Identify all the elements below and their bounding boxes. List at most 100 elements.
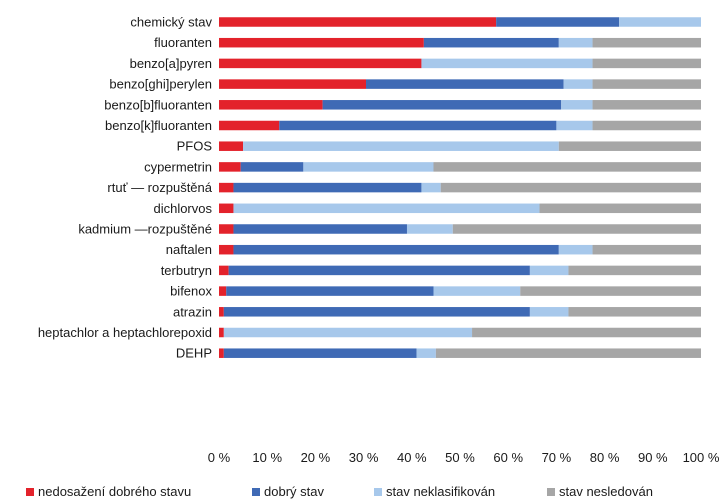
- bar-segment-series-1: [423, 37, 559, 48]
- bar-segment-series-2: [233, 203, 540, 214]
- bar-segment-series-0: [219, 224, 234, 234]
- category-label: benzo[k]fluoranten: [105, 118, 212, 133]
- bar-segment-series-0: [219, 265, 229, 276]
- x-tick-label: 30 %: [349, 450, 379, 465]
- legend-swatch: [26, 488, 34, 496]
- category-label: naftalen: [166, 242, 212, 257]
- category-label: benzo[ghi]perylen: [109, 77, 212, 92]
- bar-segment-series-1: [226, 286, 434, 296]
- category-label: kadmium —rozpuštěné: [78, 222, 212, 237]
- bar-segment-series-0: [219, 141, 244, 151]
- bar-segment-series-0: [219, 182, 234, 193]
- category-label: cypermetrin: [144, 159, 212, 174]
- category-label: fluoranten: [154, 35, 212, 50]
- legend-label: stav nesledován: [559, 484, 653, 499]
- bar-segment-series-3: [452, 224, 701, 234]
- bar-segment-series-1: [366, 79, 564, 89]
- bar-segment-series-0: [219, 120, 280, 131]
- category-label: chemický stav: [130, 15, 212, 30]
- category-label: atrazin: [173, 304, 212, 319]
- category-label: benzo[a]pyren: [130, 56, 212, 71]
- legend-label: dobrý stav: [264, 484, 324, 499]
- bar-segment-series-0: [219, 58, 422, 69]
- x-tick-label: 70 %: [542, 450, 572, 465]
- legend-swatch: [374, 488, 382, 496]
- bar-segment-series-2: [561, 100, 593, 110]
- bar-segment-series-2: [433, 286, 521, 296]
- bar-segment-series-0: [219, 17, 497, 27]
- bar-segment-series-3: [592, 58, 701, 69]
- bar-segment-series-0: [219, 37, 424, 48]
- bar-segment-series-1: [233, 224, 407, 234]
- category-label: DEHP: [176, 346, 212, 361]
- bar-segment-series-2: [563, 79, 593, 89]
- bar-segment-series-3: [472, 327, 701, 338]
- x-tick-label: 90 %: [638, 450, 668, 465]
- x-tick-label: 60 %: [493, 450, 523, 465]
- bar-segment-series-0: [219, 286, 227, 296]
- legend-swatch: [252, 488, 260, 496]
- bar-segment-series-1: [223, 348, 417, 358]
- bar-segment-series-0: [219, 244, 234, 255]
- bar-segment-series-3: [568, 265, 701, 276]
- bar-segment-series-2: [558, 244, 593, 255]
- bar-segment-series-0: [219, 162, 241, 172]
- bar-segment-series-2: [619, 17, 701, 27]
- bar-segment-series-2: [529, 265, 569, 276]
- bar-segment-series-2: [556, 120, 593, 131]
- bar-segment-series-0: [219, 348, 224, 358]
- bar-segment-series-2: [558, 37, 593, 48]
- category-label: PFOS: [177, 139, 213, 154]
- bar-segment-series-1: [322, 100, 562, 110]
- bar-segment-series-3: [592, 244, 701, 255]
- bar-segment-series-3: [539, 203, 701, 214]
- bar-segment-series-1: [240, 162, 304, 172]
- category-label: heptachlor a heptachlorepoxid: [38, 325, 212, 340]
- category-label: benzo[b]fluoranten: [104, 97, 212, 112]
- legend-label: nedosažení dobrého stavu: [38, 484, 191, 499]
- bar-segment-series-3: [558, 141, 701, 151]
- category-label: rtuť — rozpuštěná: [107, 180, 212, 195]
- bar-segment-series-3: [568, 307, 701, 317]
- bar-segment-series-0: [219, 327, 224, 338]
- x-tick-label: 100 %: [683, 450, 720, 465]
- legend: nedosažení dobrého stavu dobrý stav stav n…: [26, 484, 653, 499]
- bar-segment-series-2: [421, 182, 441, 193]
- bar-segment-series-2: [421, 58, 593, 69]
- bar-segment-series-2: [223, 327, 473, 338]
- legend-swatch: [547, 488, 555, 496]
- bar-segment-series-2: [303, 162, 434, 172]
- plot-area: [219, 17, 701, 358]
- category-label: bifenox: [170, 284, 212, 299]
- bar-segment-series-1: [233, 244, 559, 255]
- bar-segment-series-3: [592, 100, 701, 110]
- bar-segment-series-1: [233, 182, 422, 193]
- x-tick-label: 50 %: [445, 450, 475, 465]
- bar-segment-series-2: [416, 348, 436, 358]
- bar-segment-series-0: [219, 100, 323, 110]
- x-tick-label: 0 %: [208, 450, 231, 465]
- bar-segment-series-3: [592, 120, 701, 131]
- bar-segment-series-2: [406, 224, 453, 234]
- category-labels: chemický stav fluoranten benzo[a]pyren benz…: [38, 15, 213, 361]
- bar-segment-series-3: [520, 286, 701, 296]
- bar-segment-series-1: [279, 120, 557, 131]
- bar-segment-series-1: [223, 307, 530, 317]
- bar-segment-series-2: [529, 307, 569, 317]
- bar-segment-series-0: [219, 79, 367, 89]
- x-tick-label: 20 %: [301, 450, 331, 465]
- bar-segment-series-0: [219, 307, 224, 317]
- bar-segment-series-3: [433, 162, 701, 172]
- x-axis-tick-labels: 0 % 10 % 20 % 30 % 40 % 50 % 60 % 70 % 80 % 90 % 1…: [208, 450, 720, 465]
- bar-segment-series-3: [592, 37, 701, 48]
- category-label: terbutryn: [161, 263, 212, 278]
- legend-label: stav neklasifikován: [386, 484, 495, 499]
- bar-segment-series-2: [243, 141, 559, 151]
- bar-segment-series-1: [496, 17, 620, 27]
- category-label: dichlorvos: [153, 201, 212, 216]
- bar-segment-series-3: [440, 182, 701, 193]
- bar-segment-series-1: [228, 265, 530, 276]
- bar-segment-series-3: [592, 79, 701, 89]
- bar-segment-series-0: [219, 203, 234, 214]
